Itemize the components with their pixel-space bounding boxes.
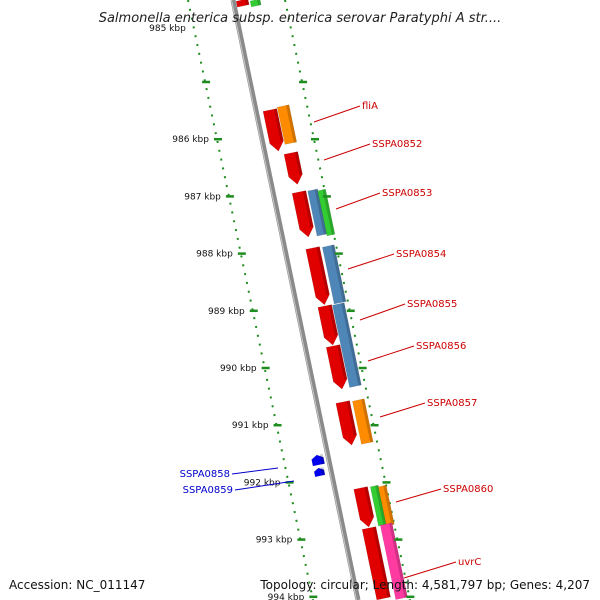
gene-label-sspa0855[interactable]: SSPA0855 xyxy=(407,299,457,310)
tick-label: 991 kbp xyxy=(232,421,269,431)
gene-red xyxy=(335,400,357,446)
gene-label-sspa0854[interactable]: SSPA0854 xyxy=(396,249,446,260)
leader-line xyxy=(359,303,406,321)
kbp-ticks: 985 kbp 986 kbp 987 kbp 988 kbp 989 kbp 990 k… xyxy=(149,24,415,600)
tick-label: 986 kbp xyxy=(172,135,209,145)
tick-label: 988 kbp xyxy=(196,250,233,260)
leader-line xyxy=(379,402,426,418)
tick-label: 992 kbp xyxy=(244,478,281,488)
gene-red-bottom xyxy=(361,526,391,600)
gene-SSPA0860 xyxy=(353,486,375,528)
tick-label: 990 kbp xyxy=(220,364,257,374)
gene-label-sspa0853[interactable]: SSPA0853 xyxy=(382,188,432,199)
gene-SSPA0858 xyxy=(311,453,325,467)
gene-label-sspa0859[interactable]: SSPA0859 xyxy=(183,485,233,496)
leader-line xyxy=(234,480,295,491)
gene-label-sspa0856[interactable]: SSPA0856 xyxy=(416,341,466,352)
gene-label-sspa0858[interactable]: SSPA0858 xyxy=(180,469,230,480)
gene-SSPA0855 xyxy=(317,304,339,346)
backbone-highlight xyxy=(231,0,357,600)
tick-label: 994 kbp xyxy=(268,593,305,600)
gene-label-flia[interactable]: fliA xyxy=(362,101,378,112)
dotted-line-inner xyxy=(187,0,314,600)
dotted-guide-lines xyxy=(187,0,411,600)
gene-label-sspa0852[interactable]: SSPA0852 xyxy=(372,139,422,150)
leader-line xyxy=(231,467,279,475)
gene-SSPA0854 xyxy=(322,244,347,305)
tick-label: 993 kbp xyxy=(256,536,293,546)
gene-SSPA0853 xyxy=(317,188,336,237)
tick-label: 987 kbp xyxy=(184,192,221,202)
gene-label-sspa0857[interactable]: SSPA0857 xyxy=(427,398,477,409)
gene-labels: fliA SSPA0852 SSPA0853 SSPA0854 SSPA0855 SSPA… xyxy=(180,101,493,579)
gene-fliA xyxy=(276,104,297,145)
map-title: Salmonella enterica subsp. enterica sero… xyxy=(99,11,502,26)
gene-red xyxy=(291,190,314,238)
gene-red xyxy=(262,108,284,152)
accession-text: Accession: NC_011147 xyxy=(9,578,146,592)
gene-SSPA0852 xyxy=(283,151,303,185)
leader-line xyxy=(347,253,395,270)
gene-red-top xyxy=(235,0,250,8)
gene-orange xyxy=(378,484,395,527)
gene-red xyxy=(305,246,330,306)
leader-line xyxy=(313,105,361,123)
backbone xyxy=(230,0,361,600)
leader-line xyxy=(403,561,457,579)
topology-text: Topology: circular; Length: 4,581,797 bp… xyxy=(260,578,590,592)
gene-SSPA0859 xyxy=(313,466,326,478)
leader-line xyxy=(323,143,371,161)
gene-label-sspa0860[interactable]: SSPA0860 xyxy=(443,484,493,495)
tick-label: 989 kbp xyxy=(208,307,245,317)
tick-label: 985 kbp xyxy=(149,24,186,34)
gene-green-top xyxy=(249,0,262,8)
gene-SSPA0856 xyxy=(325,344,348,390)
gene-features xyxy=(235,0,408,600)
gene-blue-long xyxy=(332,302,362,388)
leader-line xyxy=(395,488,442,503)
leader-line xyxy=(367,345,415,362)
backbone-line xyxy=(230,0,361,600)
dotted-line-outer xyxy=(284,0,411,600)
gene-SSPA0857 xyxy=(352,398,374,445)
leader-line xyxy=(335,192,381,210)
gene-label-uvrc[interactable]: uvrC xyxy=(458,557,481,568)
